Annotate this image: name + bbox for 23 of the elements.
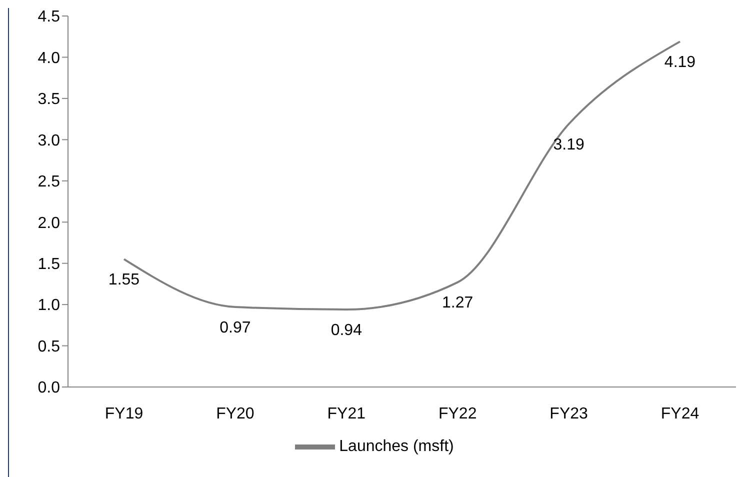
data-label: 3.19: [553, 136, 584, 154]
y-tick-label: 4.5: [38, 8, 60, 26]
y-tick-label: 1.5: [38, 256, 60, 274]
y-tick-label: 1.0: [38, 297, 60, 314]
y-tick-label: 4.0: [38, 50, 60, 67]
y-tick-label: 3.5: [38, 91, 60, 108]
x-tick-label: FY24: [660, 405, 700, 422]
x-tick-label: FY22: [438, 405, 477, 422]
x-tick-label: FY19: [104, 405, 144, 422]
y-tick-label: 2.5: [38, 174, 60, 191]
x-tick-label: FY23: [550, 405, 588, 422]
y-tick-label: 0.0: [38, 380, 60, 397]
x-tick-label: FY21: [327, 405, 366, 422]
x-tick-label: FY20: [216, 405, 254, 422]
legend-label: Launches (msft): [339, 438, 454, 456]
y-tick-label: 3.0: [38, 132, 60, 150]
data-label: 4.19: [664, 54, 696, 71]
y-tick-label: 0.5: [38, 338, 60, 356]
data-label: 0.97: [220, 319, 251, 336]
data-label: 0.94: [330, 322, 362, 339]
data-label: 1.55: [108, 272, 140, 289]
y-tick-label: 2.0: [38, 214, 60, 232]
data-label: 1.27: [442, 294, 474, 312]
